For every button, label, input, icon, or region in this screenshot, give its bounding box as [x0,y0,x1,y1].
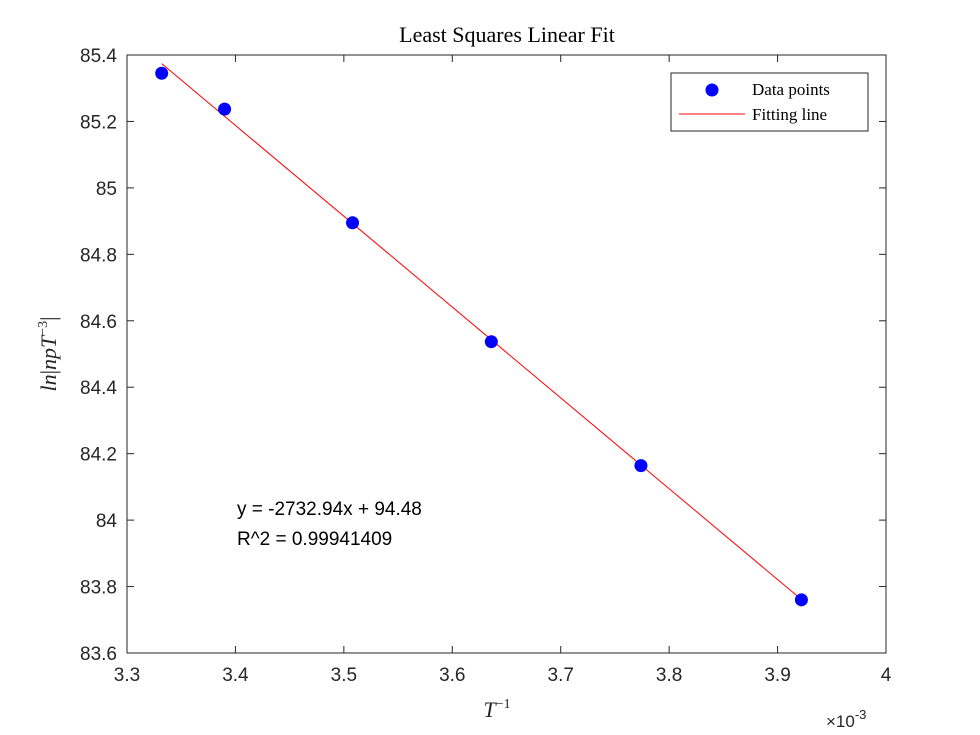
x-tick-label: 3.3 [114,665,140,686]
data-point [155,66,169,80]
x-axis-exponent: ×10-3 [826,707,866,731]
x-tick-label: 3.6 [439,665,465,686]
legend-data-points-label: Data points [752,80,830,99]
x-exponent-power: -3 [855,707,867,722]
y-tick-label: 83.6 [80,644,117,665]
y-tick-label: 85 [96,179,117,200]
fitting-line [161,63,802,600]
x-tick-label: 3.4 [222,665,249,686]
y-tick-label: 84 [96,511,118,532]
data-point [346,216,360,230]
legend: Data points Fitting line [670,72,869,132]
chart-title: Least Squares Linear Fit [399,22,615,47]
x-tick-label: 3.5 [331,665,357,686]
y-tick-label: 84.6 [80,312,117,333]
data-points-layer [155,66,808,607]
legend-data-points-marker [705,83,719,97]
x-exponent-base: ×10 [826,712,855,731]
fit-equation-annotation: y = -2732.94x + 94.48 [237,499,422,520]
legend-box [670,72,869,132]
data-point [218,102,232,116]
r-squared-annotation: R^2 = 0.99941409 [237,529,392,550]
y-tick-label: 85.2 [80,112,117,133]
fitting-line-layer [161,63,802,600]
plot-area [127,55,886,653]
data-point [634,459,648,473]
data-point [484,335,498,349]
axes-background [127,55,886,653]
x-tick-label: 3.8 [656,665,682,686]
legend-fitting-line-label: Fitting line [752,105,827,124]
y-tick-label: 83.8 [80,578,117,599]
x-tick-label: 3.7 [548,665,574,686]
y-tick-label: 84.2 [80,445,117,466]
y-tick-label: 84.4 [80,378,117,399]
y-tick-label: 84.8 [80,245,117,266]
x-tick-label: 3.9 [764,665,790,686]
y-tick-label: 85.4 [80,46,117,67]
x-tick-label: 4 [881,665,892,686]
data-point [794,593,808,607]
axes-box [126,54,887,654]
